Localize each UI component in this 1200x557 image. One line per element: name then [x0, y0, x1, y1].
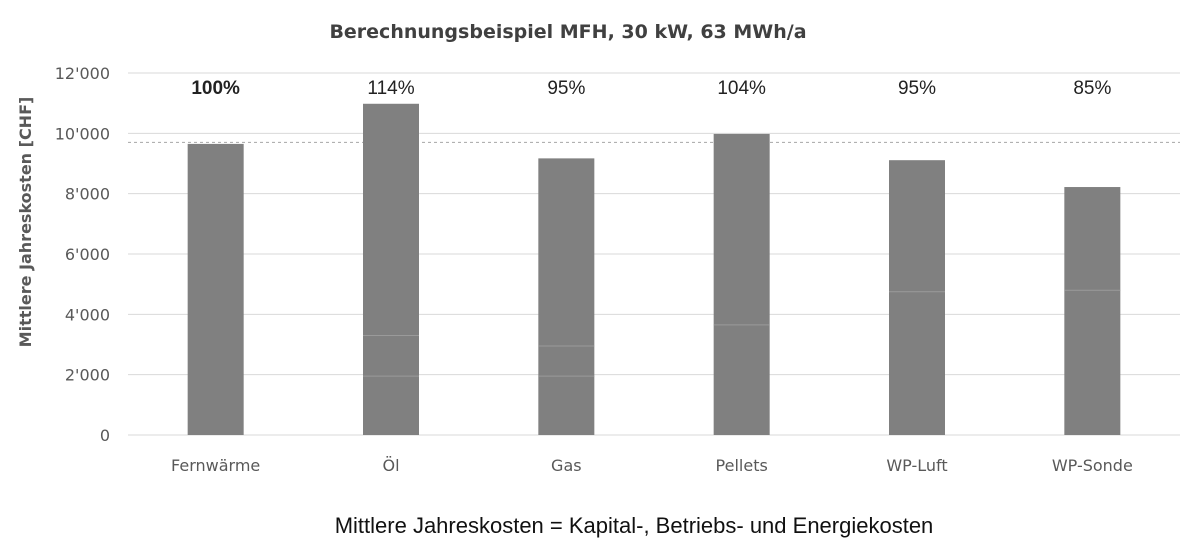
chart-caption: Mittlere Jahreskosten = Kapital-, Betrie… — [335, 513, 934, 538]
y-tick-label: 10'000 — [55, 124, 110, 143]
y-tick-label: 12'000 — [55, 64, 110, 83]
x-tick-label: Pellets — [716, 456, 768, 475]
gridlines — [128, 72, 1180, 436]
y-axis-ticks: 0 2'000 4'000 6'000 8'000 10'000 12'000 — [55, 64, 110, 445]
percent-labels: 100% 114% 95% 104% 95% 85% — [191, 78, 1111, 99]
bar — [1064, 187, 1121, 435]
bar — [187, 143, 244, 435]
chart-title: Berechnungsbeispiel MFH, 30 kW, 63 MWh/a — [329, 21, 806, 43]
bar — [538, 158, 595, 435]
y-axis-label: Mittlere Jahreskosten [CHF] — [16, 97, 35, 348]
y-tick-label: 8'000 — [65, 185, 110, 204]
bar — [889, 160, 945, 435]
x-tick-label: Öl — [382, 456, 399, 475]
x-tick-label: WP-Sonde — [1052, 456, 1133, 475]
percent-label: 104% — [717, 78, 766, 99]
y-tick-label: 2'000 — [65, 366, 110, 385]
bars — [187, 103, 1121, 436]
x-tick-label: WP-Luft — [886, 456, 947, 475]
y-tick-label: 4'000 — [65, 305, 110, 324]
bar — [363, 103, 419, 436]
percent-label: 100% — [191, 78, 240, 99]
y-tick-label: 0 — [100, 426, 110, 445]
x-tick-label: Fernwärme — [171, 456, 260, 475]
x-axis-ticks: Fernwärme Öl Gas Pellets WP-Luft WP-Sonde — [171, 456, 1133, 475]
percent-label: 114% — [367, 78, 414, 99]
y-tick-label: 6'000 — [65, 245, 110, 264]
bar — [713, 133, 770, 436]
percent-label: 95% — [547, 78, 585, 99]
x-tick-label: Gas — [551, 456, 582, 475]
percent-label: 95% — [898, 78, 936, 99]
percent-label: 85% — [1073, 78, 1111, 99]
